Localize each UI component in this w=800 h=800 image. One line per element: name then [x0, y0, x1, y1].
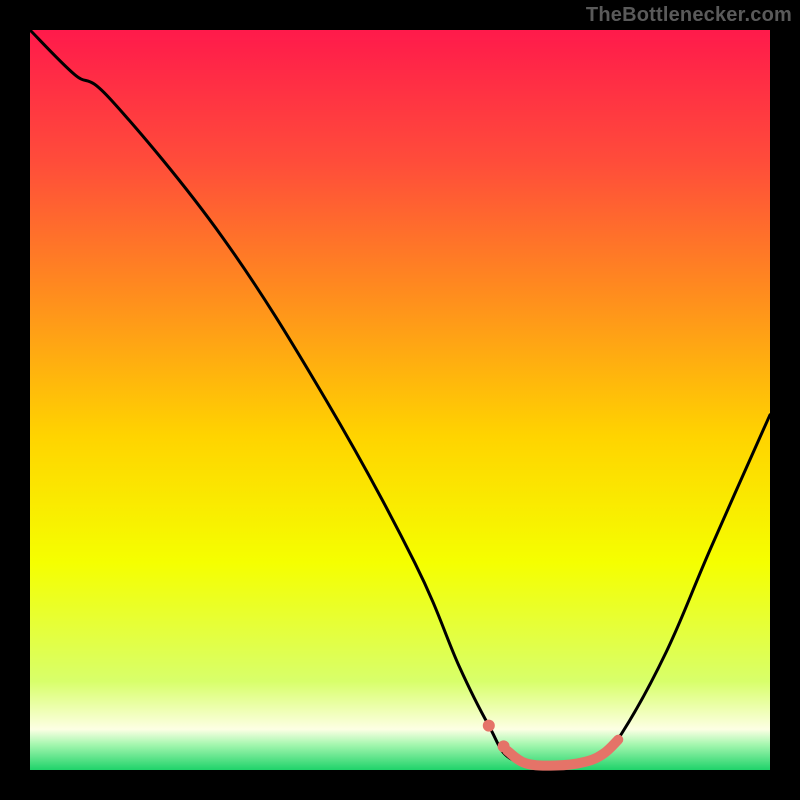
chart-container: TheBottlenecker.com — [0, 0, 800, 800]
highlight-dot — [483, 720, 495, 732]
highlight-dot — [498, 740, 510, 752]
bottleneck-chart — [0, 0, 800, 800]
plot-gradient-area — [30, 30, 770, 770]
